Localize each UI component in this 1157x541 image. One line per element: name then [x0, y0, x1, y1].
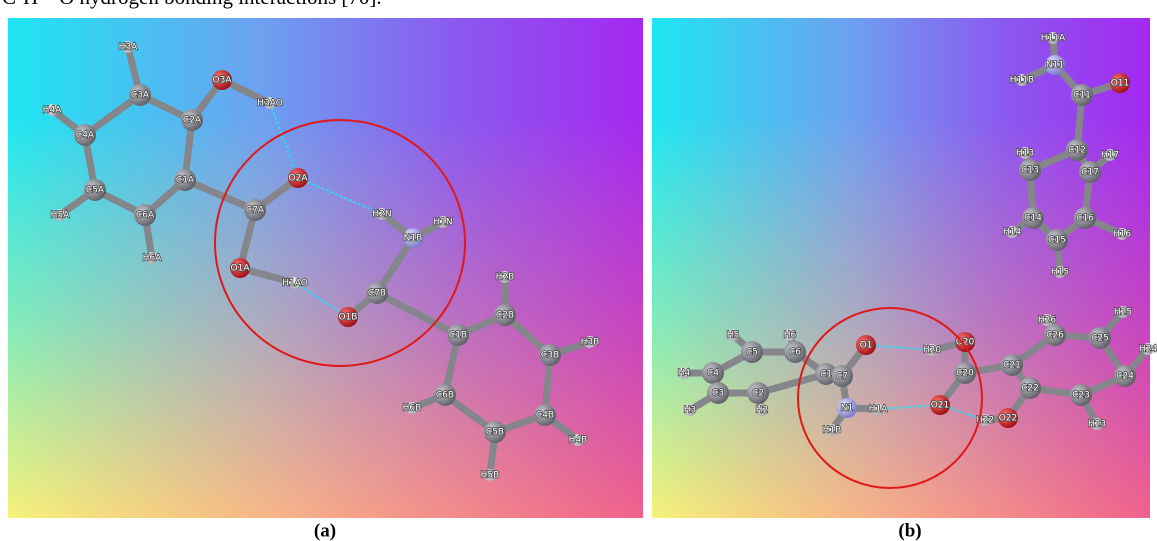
highlight-circle	[215, 120, 465, 366]
atom-label: C22	[1021, 384, 1039, 394]
atom-label: H3A	[119, 43, 138, 53]
atom-label: O2A	[289, 174, 309, 184]
atom-label: C26	[1046, 331, 1064, 341]
atom-label: H26	[1038, 316, 1056, 326]
atom-label: H24	[1139, 345, 1157, 355]
atom-label: C3B	[541, 351, 559, 361]
atom-label: H23	[1088, 420, 1106, 430]
atom-label: H15	[1051, 268, 1069, 278]
atom-label: H1AO	[282, 279, 308, 289]
atom-label: C7B	[368, 289, 386, 299]
atom-label: H4B	[569, 436, 588, 446]
atom-label: C1B	[449, 331, 467, 341]
hydrogen-bond	[298, 178, 382, 214]
atom-label: C4B	[536, 411, 554, 421]
molecule: H3A C3A O3A H3AO C2A H4A C4A C1A O2A C7A C5A H5A C6A…	[43, 41, 600, 481]
atom-label: C6A	[136, 211, 155, 221]
atom-label: C2B	[496, 311, 514, 321]
atom-label: H5A	[51, 211, 70, 221]
atom-label: C2A	[183, 116, 202, 126]
hydrogen-bond	[270, 103, 298, 178]
atom-label: H13	[1016, 149, 1034, 159]
atom-label: H11A	[1041, 34, 1066, 44]
atom-label: C15	[1048, 236, 1066, 246]
atom-label: C11	[1073, 91, 1091, 101]
atom-label: H1A	[869, 405, 888, 415]
atom-label: N11	[1046, 61, 1064, 71]
figure: C-H···O hydrogen bonding interactions [7…	[0, 0, 1157, 541]
atom-label: C13	[1021, 166, 1039, 176]
atom-label: C5	[746, 348, 758, 358]
atom-label: C1A	[176, 176, 195, 186]
atom-label: C23	[1072, 391, 1090, 401]
atom-label: C12	[1068, 146, 1086, 156]
bond	[377, 293, 458, 335]
atom-label: H5	[727, 331, 740, 341]
atom-label: H3	[684, 406, 697, 416]
page: C-H···O hydrogen bonding interactions [7…	[0, 0, 1157, 541]
atom-label: C4A	[76, 131, 95, 141]
atom-label: H2B	[496, 273, 515, 283]
atom-label: C5B	[486, 428, 504, 438]
atom-label: C3A	[131, 91, 150, 101]
atom-label: H6B	[403, 404, 422, 414]
atom-label: C17	[1081, 168, 1099, 178]
atom-label: C7A	[246, 206, 265, 216]
atom-label: C25	[1091, 334, 1109, 344]
atom-label: C24	[1116, 372, 1134, 382]
atom-label: H3AO	[257, 99, 283, 109]
atom-label: H6	[784, 331, 797, 341]
atom-label: C3	[712, 389, 724, 399]
highlight-circle	[798, 308, 982, 488]
atom-label: C6	[789, 348, 801, 358]
header-text: C-H···O hydrogen bonding interactions [7…	[2, 0, 382, 9]
atom-label: H4	[678, 369, 691, 379]
atom-label: C4	[707, 369, 719, 379]
atom-label: C20	[956, 369, 974, 379]
atom-label: C16	[1076, 214, 1094, 224]
atom-label: C2	[752, 389, 764, 399]
panel-caption: (a)	[314, 520, 336, 541]
atom-label: H2	[756, 406, 769, 416]
atom-label: N1	[841, 404, 853, 414]
atom-label: C7	[836, 372, 848, 382]
atom-label: H20	[923, 346, 941, 356]
atom-label: H17	[1101, 151, 1119, 161]
atom-label: C14	[1024, 214, 1042, 224]
atom-label: N1B	[404, 234, 423, 244]
atom-label: C1	[820, 370, 832, 380]
atom-label: H4A	[43, 106, 62, 116]
atom-label: O11	[1111, 79, 1130, 89]
panel-caption: (b)	[898, 520, 921, 541]
atom-label: H2N	[372, 210, 391, 220]
atom-label: H14	[1003, 228, 1021, 238]
atom-label: C21	[1003, 361, 1021, 371]
atom-label: H3B	[581, 338, 600, 348]
atom-label: H25	[1114, 308, 1132, 318]
atom-label: O21	[931, 401, 950, 411]
atom-label: H1N	[433, 218, 452, 228]
atom-label: O1A	[231, 264, 251, 274]
atom-label: H11B	[1010, 76, 1034, 86]
atom-label: O1	[860, 341, 873, 351]
atom-label: H6A	[143, 254, 162, 264]
atom-label: H1B	[823, 426, 842, 436]
atom-label: H16	[1113, 230, 1131, 240]
atom-label: C6B	[436, 391, 454, 401]
atom-label: O1B	[339, 313, 358, 323]
atom-label: O3A	[213, 76, 233, 86]
atom-label: O22	[999, 414, 1018, 424]
atom-label: C5A	[86, 186, 105, 196]
atom-label: H5B	[481, 471, 500, 481]
